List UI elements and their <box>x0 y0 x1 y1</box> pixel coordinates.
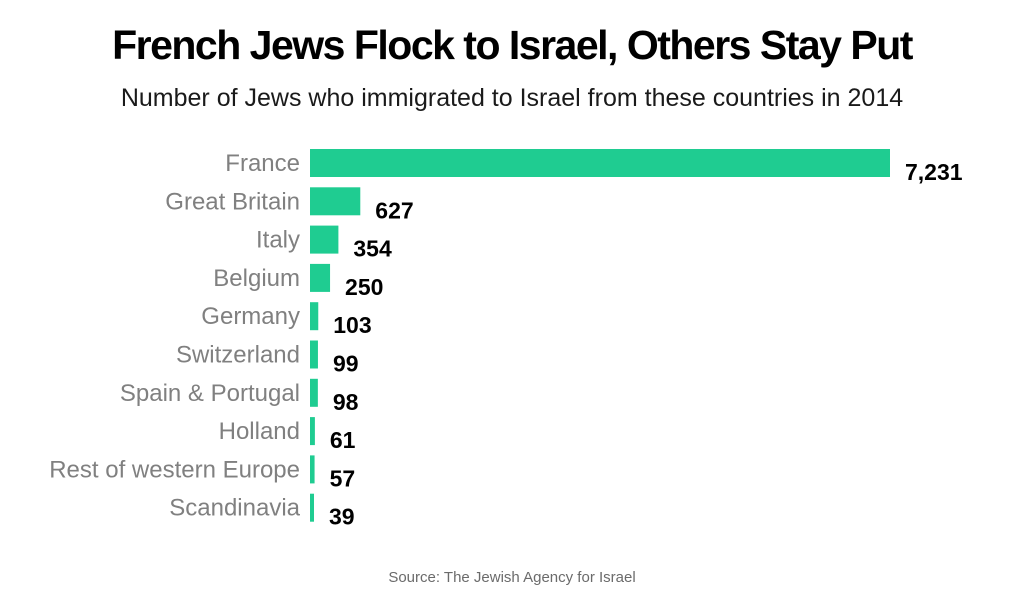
bar-spain-portugal <box>310 378 318 407</box>
bar-germany <box>310 302 319 331</box>
value-label-scandinavia: 39 <box>329 504 355 530</box>
category-label-italy: Italy <box>256 227 300 254</box>
value-label-spain-portugal: 98 <box>333 389 359 415</box>
bar-switzerland <box>310 340 318 369</box>
bar-chart: France 7,231 Great Britain 627 Italy 354 Belgi… <box>49 149 963 530</box>
bar-holland <box>310 417 315 446</box>
value-label-france: 7,231 <box>905 159 963 185</box>
category-label-holland: Holland <box>219 418 300 445</box>
category-label-rest-of-western-europe: Rest of western Europe <box>49 456 300 483</box>
bar-belgium <box>310 263 331 292</box>
category-label-belgium: Belgium <box>213 265 300 292</box>
value-label-belgium: 250 <box>345 274 383 300</box>
chart-subtitle: Number of Jews who immigrated to Israel … <box>120 84 904 112</box>
value-label-switzerland: 99 <box>333 351 359 377</box>
value-label-italy: 354 <box>353 236 392 262</box>
bar-france <box>310 149 890 177</box>
bar-great-britain <box>310 187 361 216</box>
category-label-scandinavia: Scandinavia <box>169 495 300 522</box>
value-label-germany: 103 <box>333 312 371 338</box>
chart-title: French Jews Flock to Israel, Others Stay… <box>112 22 913 68</box>
bar-italy <box>310 225 339 254</box>
value-label-rest-of-western-europe: 57 <box>330 465 356 491</box>
category-label-switzerland: Switzerland <box>176 342 300 369</box>
category-label-great-britain: Great Britain <box>165 188 300 215</box>
category-label-spain-portugal: Spain & Portugal <box>120 380 300 407</box>
bar-scandinavia <box>310 493 314 522</box>
bar-rest-of-western-europe <box>310 455 315 484</box>
value-label-great-britain: 627 <box>375 197 413 223</box>
category-label-france: France <box>225 150 300 177</box>
category-label-germany: Germany <box>201 303 300 330</box>
source-note: Source: The Jewish Agency for Israel <box>388 569 636 586</box>
value-label-holland: 61 <box>330 427 356 453</box>
